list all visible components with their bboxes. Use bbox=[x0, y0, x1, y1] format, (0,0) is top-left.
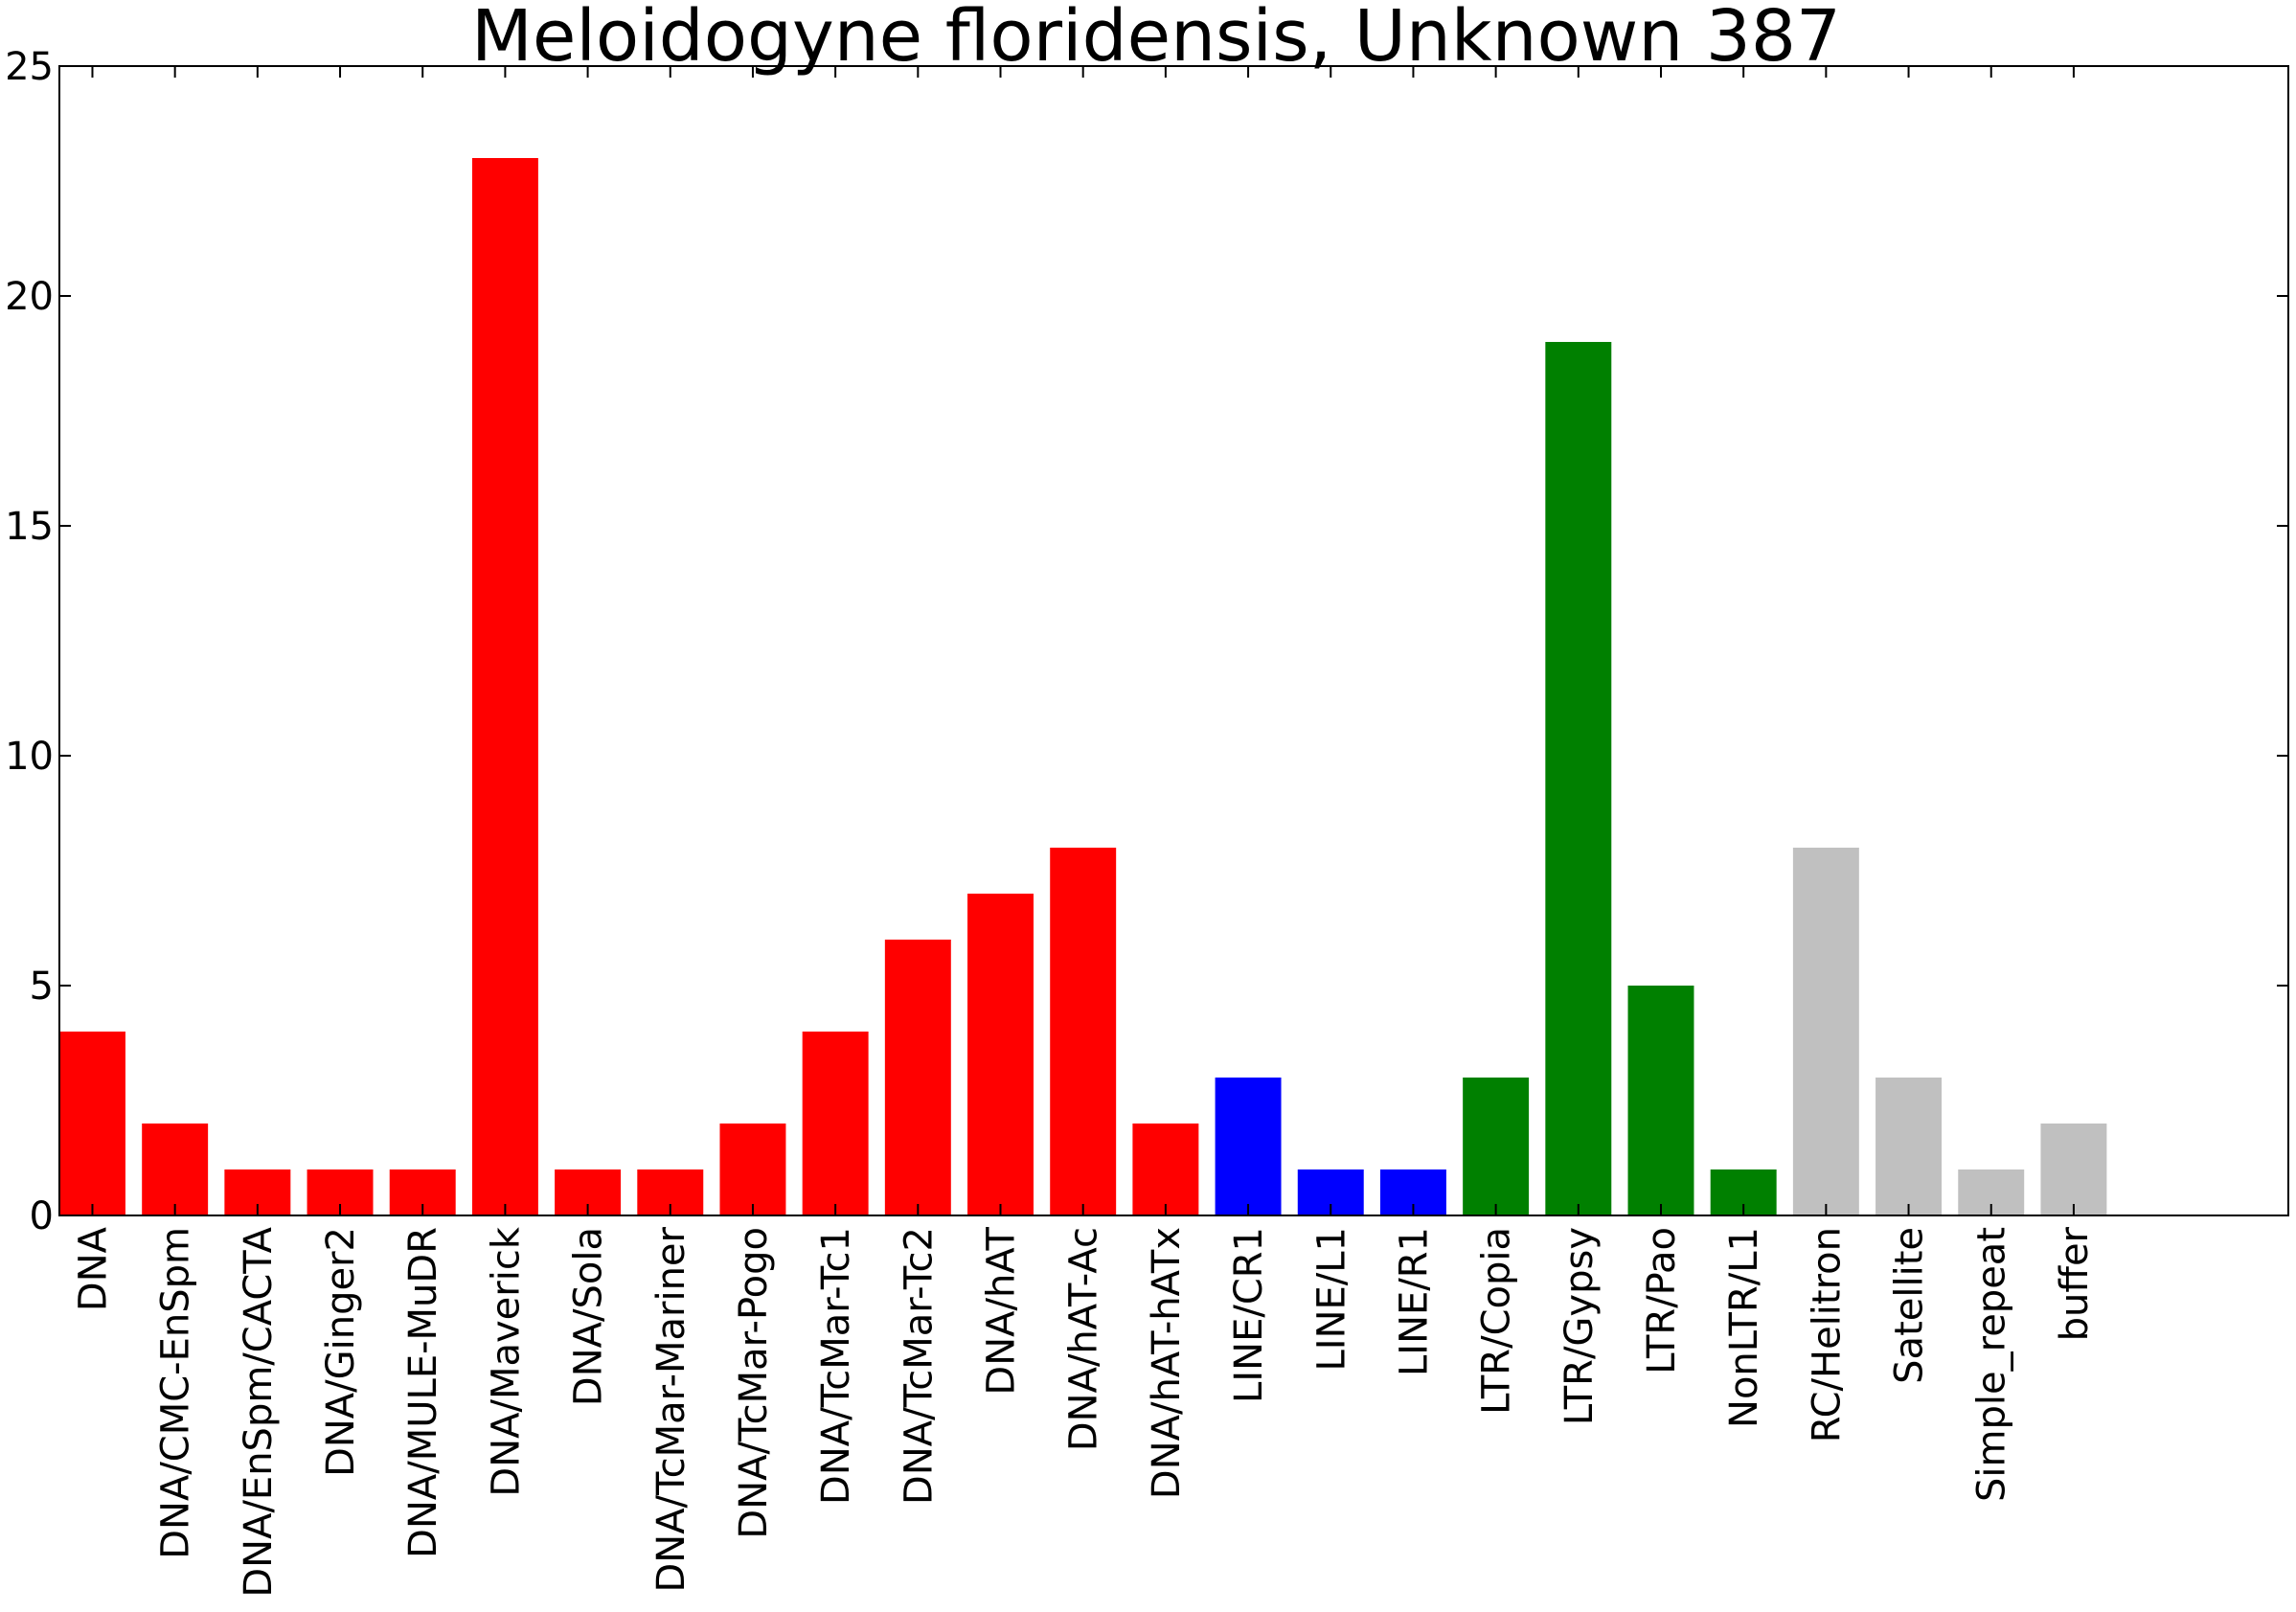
bar-11 bbox=[967, 894, 1034, 1215]
x-category-label: DNA/MULE-MuDR bbox=[401, 1227, 445, 1558]
bar-18 bbox=[1545, 342, 1612, 1215]
bar-0 bbox=[59, 1032, 125, 1215]
bar-13 bbox=[1132, 1124, 1199, 1215]
x-category-label: Simple_repeat bbox=[1970, 1227, 2014, 1502]
y-tick-label: 20 bbox=[5, 275, 54, 319]
x-category-label: LTR/Copia bbox=[1475, 1227, 1519, 1415]
x-category-label: RC/Helitron bbox=[1805, 1227, 1849, 1442]
bar-24 bbox=[2040, 1124, 2107, 1215]
x-category-label: DNA/TcMar-Tc1 bbox=[814, 1227, 858, 1505]
x-category-label: buffer bbox=[2053, 1226, 2097, 1341]
y-tick-label: 0 bbox=[30, 1194, 54, 1238]
y-tick-label: 10 bbox=[5, 735, 54, 779]
bar-21 bbox=[1792, 848, 1859, 1215]
x-category-label: DNA/Sola bbox=[567, 1227, 611, 1406]
x-category-label: LINE/L1 bbox=[1309, 1227, 1353, 1372]
bar-22 bbox=[1875, 1078, 1943, 1215]
bar-8 bbox=[719, 1124, 786, 1215]
y-tick-label: 15 bbox=[5, 505, 54, 549]
bar-9 bbox=[802, 1032, 869, 1215]
bars-group bbox=[59, 158, 2107, 1215]
x-category-label: DNA/TcMar-Tc2 bbox=[897, 1227, 941, 1505]
bar-17 bbox=[1463, 1078, 1530, 1215]
bar-19 bbox=[1627, 986, 1694, 1215]
x-category-label: LTR/Gypsy bbox=[1557, 1227, 1602, 1425]
bar-1 bbox=[142, 1124, 209, 1215]
x-category-label: DNA/TcMar-Pogo bbox=[732, 1227, 776, 1539]
x-category-label: DNA bbox=[71, 1226, 115, 1311]
x-category-label: DNA/hAT-Ac bbox=[1062, 1227, 1106, 1451]
bar-12 bbox=[1050, 848, 1117, 1215]
y-tick-label: 25 bbox=[5, 45, 54, 89]
y-tick-label: 5 bbox=[30, 965, 54, 1009]
bar-14 bbox=[1215, 1078, 1282, 1215]
x-category-label: LINE/CR1 bbox=[1227, 1227, 1271, 1403]
x-category-label: NonLTR/L1 bbox=[1722, 1227, 1766, 1428]
x-axis-ticks: DNA DNA/CMC-EnSpm DNA/EnSpm/CACTA DNA/Ginge… bbox=[71, 66, 2097, 1598]
x-category-label: DNA/TcMar-Mariner bbox=[649, 1226, 693, 1592]
x-category-label: DNA/EnSpm/CACTA bbox=[237, 1226, 281, 1597]
bar-5 bbox=[471, 158, 538, 1215]
x-category-label: DNA/Ginger2 bbox=[319, 1227, 363, 1477]
chart-title: Meloidogyne floridensis, Unknown 387 bbox=[471, 0, 1841, 78]
x-category-label: DNA/Maverick bbox=[484, 1226, 528, 1496]
x-category-label: DNA/hAT-hATx bbox=[1145, 1227, 1189, 1499]
bar-10 bbox=[884, 940, 951, 1215]
x-category-label: LTR/Pao bbox=[1640, 1227, 1684, 1374]
x-category-label: DNA/CMC-EnSpm bbox=[154, 1227, 198, 1559]
x-category-label: LINE/R1 bbox=[1392, 1227, 1436, 1376]
y-axis-ticks: 0 5 10 15 20 25 bbox=[5, 45, 2288, 1238]
x-category-label: DNA/hAT bbox=[980, 1226, 1024, 1395]
plot-frame bbox=[58, 65, 2289, 1216]
x-category-label: Satellite bbox=[1888, 1227, 1932, 1384]
